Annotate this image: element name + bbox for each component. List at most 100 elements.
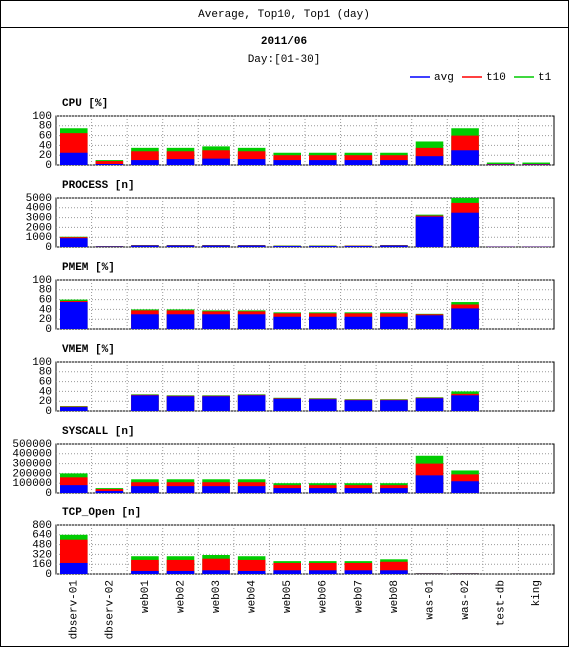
x-tick-label: web05 [282, 580, 294, 613]
bar [273, 246, 301, 247]
x-tick-label: web03 [211, 580, 223, 613]
bar [309, 488, 337, 493]
x-tick-label: was-02 [460, 580, 472, 620]
y-tick-label: 20 [39, 150, 52, 162]
bar [344, 488, 373, 493]
bar [237, 570, 266, 574]
bar [344, 562, 373, 574]
bar [202, 314, 230, 329]
panel-title: PMEM [%] [62, 262, 115, 274]
bar [344, 246, 373, 247]
y-tick-label: 100 [32, 357, 52, 369]
y-tick-label: 200000 [12, 468, 52, 480]
panel-title: TCP_Open [n] [62, 507, 141, 519]
bar [273, 570, 301, 574]
bar [380, 160, 408, 165]
y-tick-label: 60 [39, 377, 52, 389]
bar [166, 486, 195, 493]
bar [237, 486, 266, 493]
panel-title: PROCESS [n] [62, 180, 135, 192]
y-tick-label: 0 [45, 324, 52, 336]
bar [131, 486, 159, 493]
bar [309, 316, 337, 329]
bar [202, 245, 230, 247]
bar [95, 164, 124, 165]
y-tick-label: 3000 [26, 213, 52, 225]
bar [131, 160, 159, 165]
bar [380, 570, 408, 574]
bar [415, 315, 444, 329]
y-tick-label: 0 [45, 406, 52, 418]
x-tick-label: dbserv-01 [69, 580, 81, 640]
y-tick-label: 80 [39, 367, 52, 379]
y-tick-label: 20 [39, 396, 52, 408]
bar [451, 481, 479, 493]
bar [60, 302, 88, 329]
panel-title: SYSCALL [n] [62, 426, 135, 438]
bar [273, 398, 301, 411]
bar [273, 316, 301, 329]
y-tick-label: 500000 [12, 439, 52, 451]
x-tick-label: web08 [389, 580, 401, 613]
bar [237, 245, 266, 247]
bar [60, 152, 88, 165]
bar [415, 398, 444, 411]
bar [202, 486, 230, 493]
bar [451, 212, 479, 247]
bar [60, 407, 88, 411]
legend-label: t10 [486, 72, 506, 84]
y-tick-label: 100000 [12, 478, 52, 490]
bar [380, 488, 408, 493]
bar [344, 316, 373, 329]
y-tick-label: 480 [32, 540, 52, 552]
bar [131, 559, 159, 574]
bar [60, 485, 88, 493]
bar [451, 308, 479, 329]
y-tick-label: 0 [45, 160, 52, 172]
x-tick-label: was-01 [424, 580, 436, 620]
bar [95, 489, 124, 493]
y-tick-label: 640 [32, 530, 52, 542]
y-tick-label: 40 [39, 304, 52, 316]
bar [415, 216, 444, 247]
y-tick-label: 1000 [26, 232, 52, 244]
chart-range: Day:[01-30] [248, 54, 321, 66]
bar [309, 399, 337, 411]
bar [166, 559, 195, 574]
bar [451, 395, 479, 411]
bar [309, 160, 337, 165]
panel-title: CPU [%] [62, 98, 108, 110]
bar [166, 245, 195, 247]
y-tick-label: 80 [39, 121, 52, 133]
bar [60, 238, 88, 247]
bar [95, 161, 124, 165]
bar [166, 159, 195, 165]
bar [344, 160, 373, 165]
x-tick-label: web01 [140, 580, 152, 613]
y-tick-label: 5000 [26, 193, 52, 205]
bar [380, 316, 408, 329]
bar [344, 570, 373, 574]
bar [415, 156, 444, 165]
x-tick-label: test-db [496, 580, 508, 626]
y-tick-label: 160 [32, 559, 52, 571]
legend-label: avg [434, 72, 454, 84]
bar [451, 150, 479, 165]
bar [344, 400, 373, 411]
y-tick-label: 100 [32, 111, 52, 123]
y-tick-label: 4000 [26, 203, 52, 215]
y-tick-label: 40 [39, 386, 52, 398]
bar [309, 570, 337, 574]
y-tick-label: 60 [39, 131, 52, 143]
x-tick-label: web06 [318, 580, 330, 613]
x-tick-label: web07 [353, 580, 365, 613]
panel-title: VMEM [%] [62, 344, 115, 356]
bar [309, 246, 337, 247]
bar [202, 158, 230, 165]
bar [380, 400, 408, 411]
bar [202, 570, 230, 574]
y-tick-label: 0 [45, 569, 52, 581]
bar [522, 162, 550, 165]
bar [237, 314, 266, 329]
y-tick-label: 800 [32, 520, 52, 532]
